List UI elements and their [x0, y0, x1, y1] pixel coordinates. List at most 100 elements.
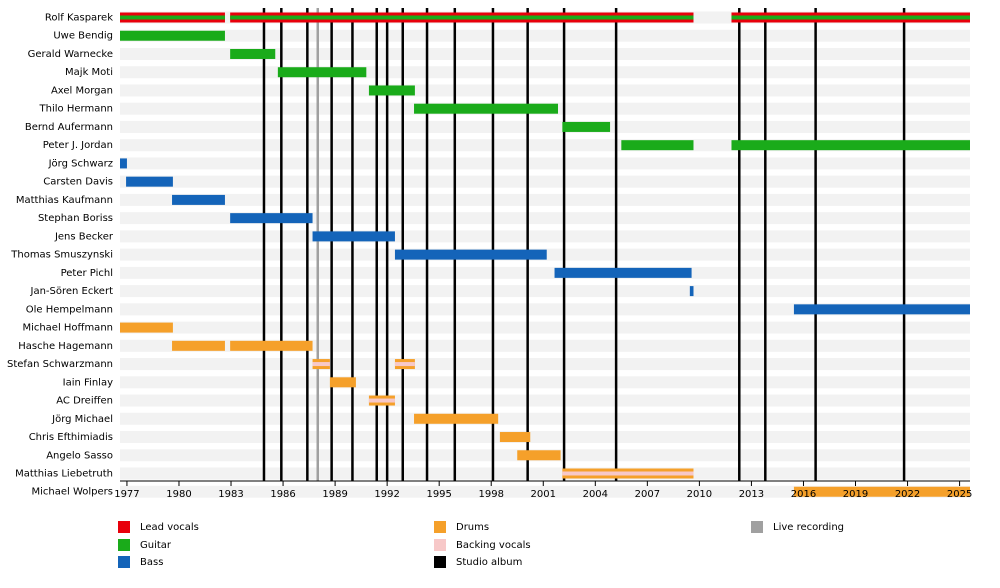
row-band [120, 285, 970, 298]
row-label: Matthias Kaufmann [16, 195, 113, 206]
row-label: Jörg Schwarz [48, 158, 113, 169]
x-tick-label: 2019 [843, 489, 868, 500]
member-bar [793, 304, 970, 315]
row-label: Jan-Sören Eckert [30, 286, 114, 297]
row-band [120, 230, 970, 243]
legend-swatch [434, 556, 446, 568]
member-bar [554, 267, 692, 278]
x-tick-label: 2025 [947, 489, 972, 500]
member-bar [414, 103, 559, 114]
row-label: Bernd Aufermann [25, 122, 113, 133]
member-bar [120, 158, 127, 169]
member-bar [793, 486, 970, 497]
member-bar [394, 249, 547, 260]
x-tick-label: 2016 [791, 489, 816, 500]
member-bar-secondary [120, 15, 225, 20]
legend-swatch [434, 539, 446, 551]
x-tick-label: 1992 [374, 489, 399, 500]
row-label: Stefan Schwarzmann [7, 359, 113, 370]
row-label: Carsten Davis [43, 177, 113, 188]
row-label: Stephan Boriss [38, 213, 113, 224]
legend-label: Drums [456, 522, 489, 533]
row-label: Peter Pichl [61, 268, 113, 279]
row-label: Angelo Sasso [46, 450, 113, 461]
row-label: Michael Hoffmann [22, 323, 113, 334]
row-label: Thilo Hermann [39, 104, 113, 115]
member-bar [126, 176, 173, 187]
row-band [120, 412, 970, 425]
x-tick-label: 2007 [635, 489, 660, 500]
row-label: Matthias Liebetruth [15, 469, 113, 480]
member-bar [172, 340, 225, 351]
member-bar [517, 450, 561, 461]
row-label: Rolf Kasparek [45, 13, 113, 24]
row-band [120, 29, 970, 42]
member-bar [621, 140, 694, 151]
row-band [120, 321, 970, 334]
member-bar [230, 340, 313, 351]
legend-label: Backing vocals [456, 540, 531, 551]
row-band [120, 84, 970, 97]
member-bar [230, 48, 276, 59]
x-tick-label: 1977 [114, 489, 139, 500]
legend-label: Live recording [773, 522, 844, 533]
legend-swatch [118, 521, 130, 533]
x-tick-label: 2022 [895, 489, 920, 500]
row-band [120, 485, 970, 498]
legend-swatch [434, 521, 446, 533]
row-band [120, 66, 970, 79]
x-tick-label: 2001 [531, 489, 556, 500]
member-bar [120, 30, 225, 41]
row-label: Uwe Bendig [53, 31, 113, 42]
row-band [120, 431, 970, 444]
member-bar [312, 231, 395, 242]
x-tick-label: 1983 [218, 489, 243, 500]
row-label: Majk Moti [65, 67, 113, 78]
member-bar [689, 286, 694, 297]
member-bar [172, 194, 225, 205]
x-tick-label: 2010 [687, 489, 712, 500]
row-band [120, 193, 970, 206]
member-bar [277, 67, 367, 78]
member-bar-secondary [230, 15, 694, 20]
row-band [120, 175, 970, 188]
row-band [120, 266, 970, 279]
row-label: Thomas Smuszynski [10, 250, 113, 261]
legend-label: Bass [140, 557, 163, 568]
member-bar [499, 432, 531, 443]
member-bar [329, 377, 356, 388]
row-band [120, 376, 970, 389]
row-label: Chris Efthimiadis [29, 432, 113, 443]
x-tick-label: 1986 [270, 489, 295, 500]
row-label: Hasche Hagemann [18, 341, 113, 352]
member-bar [368, 85, 415, 96]
member-bar-secondary [312, 362, 330, 367]
row-label: Peter J. Jordan [43, 140, 113, 151]
x-tick-label: 1989 [322, 489, 347, 500]
member-bar [230, 213, 313, 224]
member-bar-secondary [368, 398, 395, 403]
row-label: Gerald Warnecke [28, 49, 113, 60]
member-bar [562, 121, 611, 132]
row-band [120, 467, 970, 480]
row-label: Ole Hempelmann [26, 304, 113, 315]
legend-swatch [118, 556, 130, 568]
row-label: Jens Becker [54, 231, 114, 242]
row-band [120, 358, 970, 371]
member-bar [120, 322, 173, 333]
x-tick-label: 2013 [739, 489, 764, 500]
row-band [120, 157, 970, 170]
legend-swatch [118, 539, 130, 551]
legend-label: Studio album [456, 557, 522, 568]
member-bar [731, 140, 970, 151]
member-bar [414, 413, 499, 424]
legend-swatch [751, 521, 763, 533]
row-band [120, 120, 970, 133]
member-bar-secondary [562, 471, 694, 476]
row-band [120, 394, 970, 407]
row-label: Michael Wolpers [32, 487, 114, 498]
member-bar-secondary [731, 15, 970, 20]
legend-label: Guitar [140, 540, 172, 551]
